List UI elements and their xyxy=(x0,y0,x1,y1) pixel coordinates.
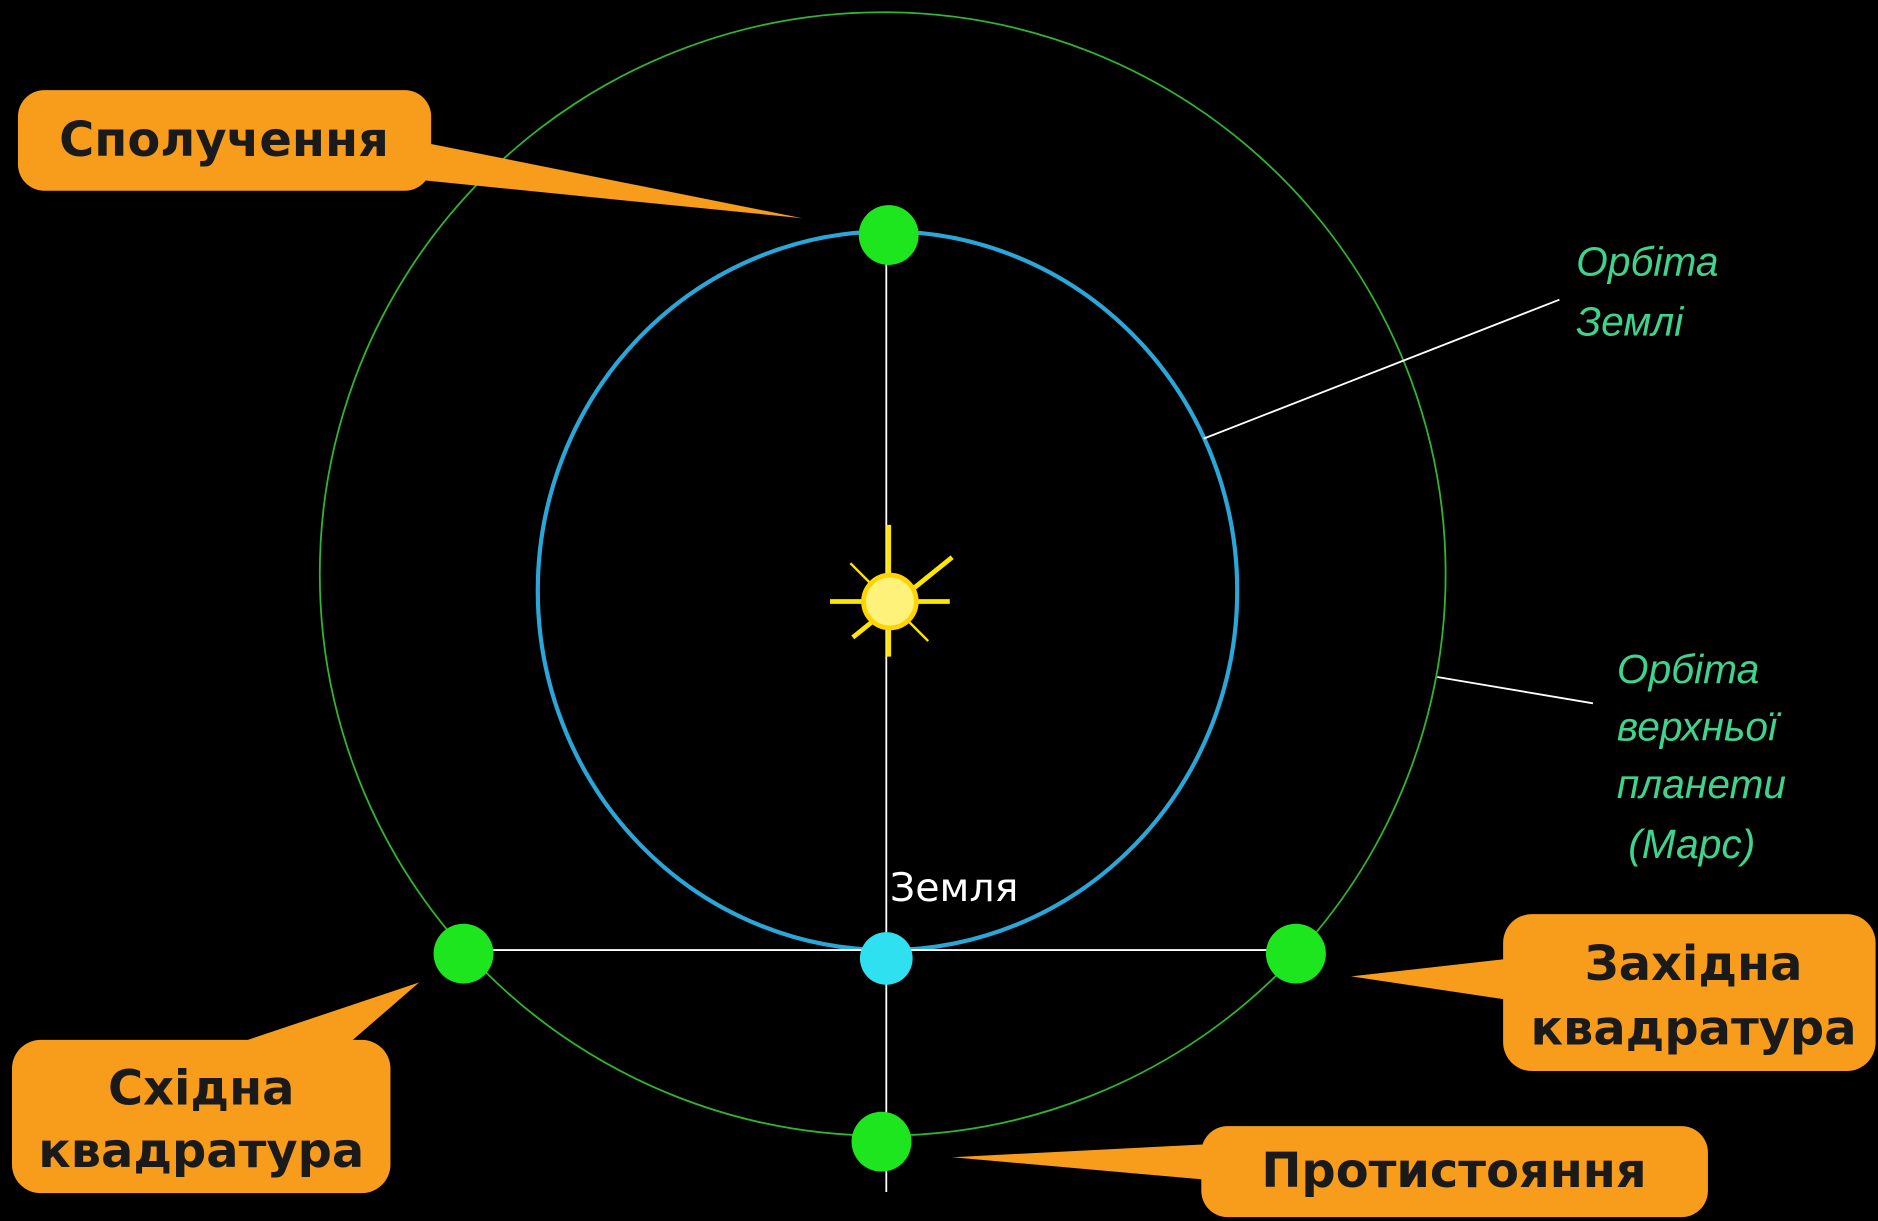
orbit-label: Орбіта xyxy=(1576,239,1718,285)
callout-text: Східна xyxy=(108,1062,295,1117)
orbit-label: планети xyxy=(1617,761,1786,807)
orbit-label: (Марс) xyxy=(1617,821,1755,867)
planet-western-quadrature xyxy=(1266,924,1326,984)
callout-text: квадратура xyxy=(38,1124,364,1179)
callout-text: Західна xyxy=(1585,937,1803,992)
planet-conjunction xyxy=(859,205,919,265)
orbit-label: Землі xyxy=(1576,299,1684,345)
earth xyxy=(860,932,913,985)
earth-label: Земля xyxy=(890,865,1018,911)
orbit-label: Орбіта xyxy=(1617,646,1759,692)
callout-text: Протистояння xyxy=(1261,1144,1646,1199)
orbit-label: верхньої xyxy=(1617,703,1782,749)
planet-opposition xyxy=(852,1112,912,1172)
callout-text: квадратура xyxy=(1531,1002,1857,1057)
callout-text: Сполучення xyxy=(59,113,389,168)
planet-eastern-quadrature xyxy=(434,924,494,984)
page: Сполучення Східна квадратура Західна ква… xyxy=(0,0,1878,1221)
diagram: Сполучення Східна квадратура Західна ква… xyxy=(0,0,1878,1221)
